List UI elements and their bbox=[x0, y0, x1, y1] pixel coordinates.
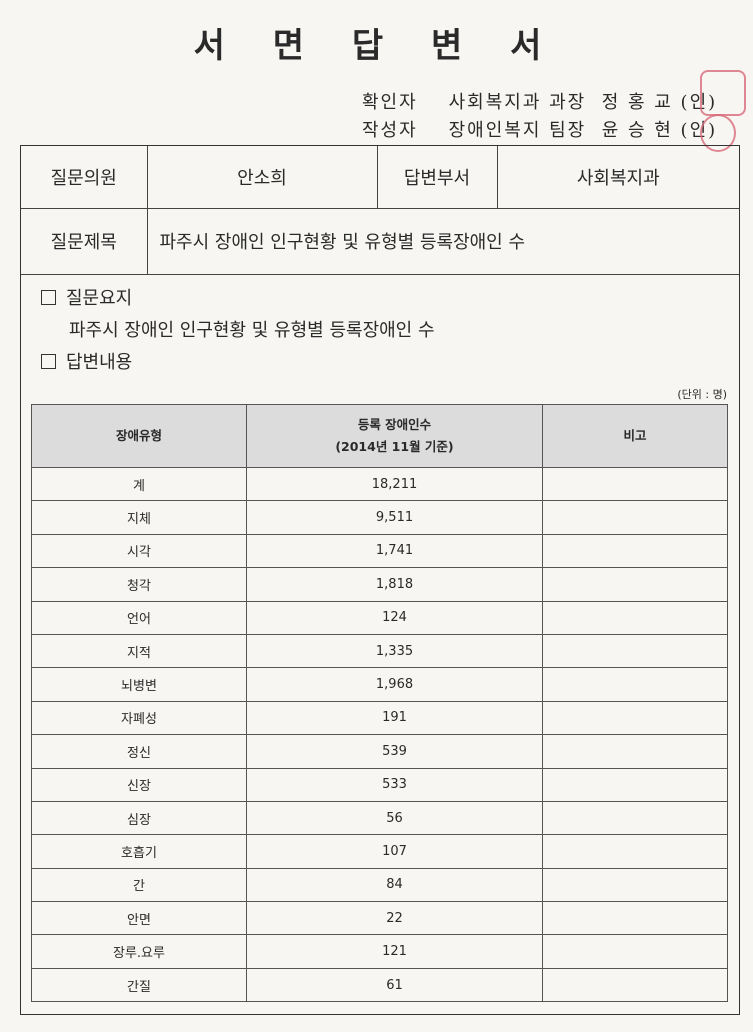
count-cell: 533 bbox=[246, 767, 543, 802]
dept: 장애인복지 팀장 bbox=[448, 120, 587, 141]
note-cell bbox=[542, 967, 728, 1003]
dept-value: 사회복지과 bbox=[496, 146, 739, 209]
author-line: 작성자 장애인복지 팀장 윤 승 현 (인) bbox=[362, 116, 717, 142]
type-cell: 간질 bbox=[31, 967, 247, 1003]
table-row: 언어 124 bbox=[31, 600, 728, 635]
count-cell: 1,818 bbox=[246, 567, 543, 602]
count-cell: 107 bbox=[246, 834, 543, 869]
count-cell: 1,741 bbox=[246, 533, 543, 569]
type-cell: 간 bbox=[31, 867, 247, 903]
table-row: 계 18,211 bbox=[31, 466, 728, 502]
name: 정 홍 교 bbox=[601, 92, 673, 113]
table-row: 뇌병변 1,968 bbox=[31, 667, 728, 702]
note-cell bbox=[542, 567, 728, 602]
type-cell: 자폐성 bbox=[31, 700, 247, 736]
note-cell bbox=[542, 734, 728, 769]
header-note: 비고 bbox=[542, 404, 728, 468]
note-cell bbox=[542, 800, 728, 836]
type-cell: 장루.요루 bbox=[31, 934, 247, 969]
info-table: 질문의원 안소희 답변부서 사회복지과 질문제목 파주시 장애인 인구현황 및 … bbox=[21, 146, 739, 275]
summary-heading: 질문요지 bbox=[41, 284, 132, 310]
document-title: 서 면 답 변 서 bbox=[193, 26, 560, 66]
table-row: 정신 539 bbox=[31, 734, 728, 769]
name: 윤 승 현 bbox=[601, 120, 673, 141]
note-cell bbox=[542, 600, 728, 635]
count-cell: 539 bbox=[246, 734, 543, 769]
label: 질문요지 bbox=[66, 288, 133, 309]
type-cell: 청각 bbox=[31, 567, 247, 602]
table-row: 장루.요루 121 bbox=[31, 934, 728, 969]
note-cell bbox=[542, 700, 728, 736]
dept: 사회복지과 과장 bbox=[448, 92, 587, 113]
type-cell: 신장 bbox=[31, 767, 247, 802]
type-cell: 정신 bbox=[31, 734, 247, 769]
checkbox-icon bbox=[41, 290, 56, 305]
summary-text: 파주시 장애인 인구현황 및 유형별 등록장애인 수 bbox=[69, 320, 435, 341]
dept-label: 답변부서 bbox=[376, 146, 498, 209]
note-cell bbox=[542, 533, 728, 569]
type-cell: 시각 bbox=[31, 533, 247, 569]
seal: (인) bbox=[680, 92, 718, 113]
answer-form: 질문의원 안소희 답변부서 사회복지과 질문제목 파주시 장애인 인구현황 및 … bbox=[20, 145, 740, 1015]
checkbox-icon bbox=[41, 354, 56, 369]
role: 작성자 bbox=[362, 120, 418, 141]
note-cell bbox=[542, 934, 728, 969]
note-cell bbox=[542, 901, 728, 936]
table-row: 간질 61 bbox=[31, 967, 728, 1003]
type-cell: 안면 bbox=[31, 901, 247, 936]
count-cell: 121 bbox=[246, 934, 543, 969]
count-cell: 18,211 bbox=[246, 466, 543, 502]
count-cell: 191 bbox=[246, 700, 543, 736]
answer-heading: 답변내용 bbox=[41, 348, 132, 374]
count-cell: 56 bbox=[246, 800, 543, 836]
note-cell bbox=[542, 466, 728, 502]
table-row: 지적 1,335 bbox=[31, 633, 728, 669]
type-cell: 심장 bbox=[31, 800, 247, 836]
member-label: 질문의원 bbox=[21, 146, 148, 209]
member-value: 안소희 bbox=[146, 146, 378, 209]
table-row: 지체 9,511 bbox=[31, 500, 728, 535]
header-type: 장애유형 bbox=[31, 404, 247, 468]
label: 답변내용 bbox=[66, 352, 133, 373]
type-cell: 언어 bbox=[31, 600, 247, 635]
table-row: 심장 56 bbox=[31, 800, 728, 836]
table-row: 간 84 bbox=[31, 867, 728, 903]
header-count: 등록 장애인수 (2014년 11월 기준) bbox=[246, 404, 543, 468]
count-cell: 22 bbox=[246, 901, 543, 936]
count-cell: 1,335 bbox=[246, 633, 543, 669]
table-row: 시각 1,741 bbox=[31, 533, 728, 569]
note-cell bbox=[542, 767, 728, 802]
official-seal-stamp bbox=[700, 70, 746, 116]
table-row: 자폐성 191 bbox=[31, 700, 728, 736]
note-cell bbox=[542, 834, 728, 869]
note-cell bbox=[542, 633, 728, 669]
type-cell: 지체 bbox=[31, 500, 247, 535]
count-cell: 124 bbox=[246, 600, 543, 635]
table-row: 안면 22 bbox=[31, 901, 728, 936]
type-cell: 지적 bbox=[31, 633, 247, 669]
table-row: 호흡기 107 bbox=[31, 834, 728, 869]
header-count-line1: 등록 장애인수 bbox=[357, 417, 432, 432]
role: 확인자 bbox=[362, 92, 418, 113]
type-cell: 호흡기 bbox=[31, 834, 247, 869]
type-cell: 뇌병변 bbox=[31, 667, 247, 702]
note-cell bbox=[542, 867, 728, 903]
disability-table: 장애유형 등록 장애인수 (2014년 11월 기준) 비고 계 18,211 지체 9… bbox=[31, 404, 728, 1003]
count-cell: 1,968 bbox=[246, 667, 543, 702]
subject-label: 질문제목 bbox=[21, 207, 148, 275]
note-cell bbox=[542, 667, 728, 702]
count-cell: 61 bbox=[246, 967, 543, 1003]
unit-label: (단위 : 명) bbox=[677, 388, 727, 401]
count-cell: 9,511 bbox=[246, 500, 543, 535]
header-count-line2: (2014년 11월 기준) bbox=[335, 439, 454, 454]
table-row: 청각 1,818 bbox=[31, 567, 728, 602]
count-cell: 84 bbox=[246, 867, 543, 903]
type-cell: 계 bbox=[31, 466, 247, 502]
subject-value: 파주시 장애인 인구현황 및 유형별 등록장애인 수 bbox=[146, 207, 739, 275]
table-row: 신장 533 bbox=[31, 767, 728, 802]
confirmer-line: 확인자 사회복지과 과장 정 홍 교 (인) bbox=[362, 88, 717, 114]
note-cell bbox=[542, 500, 728, 535]
